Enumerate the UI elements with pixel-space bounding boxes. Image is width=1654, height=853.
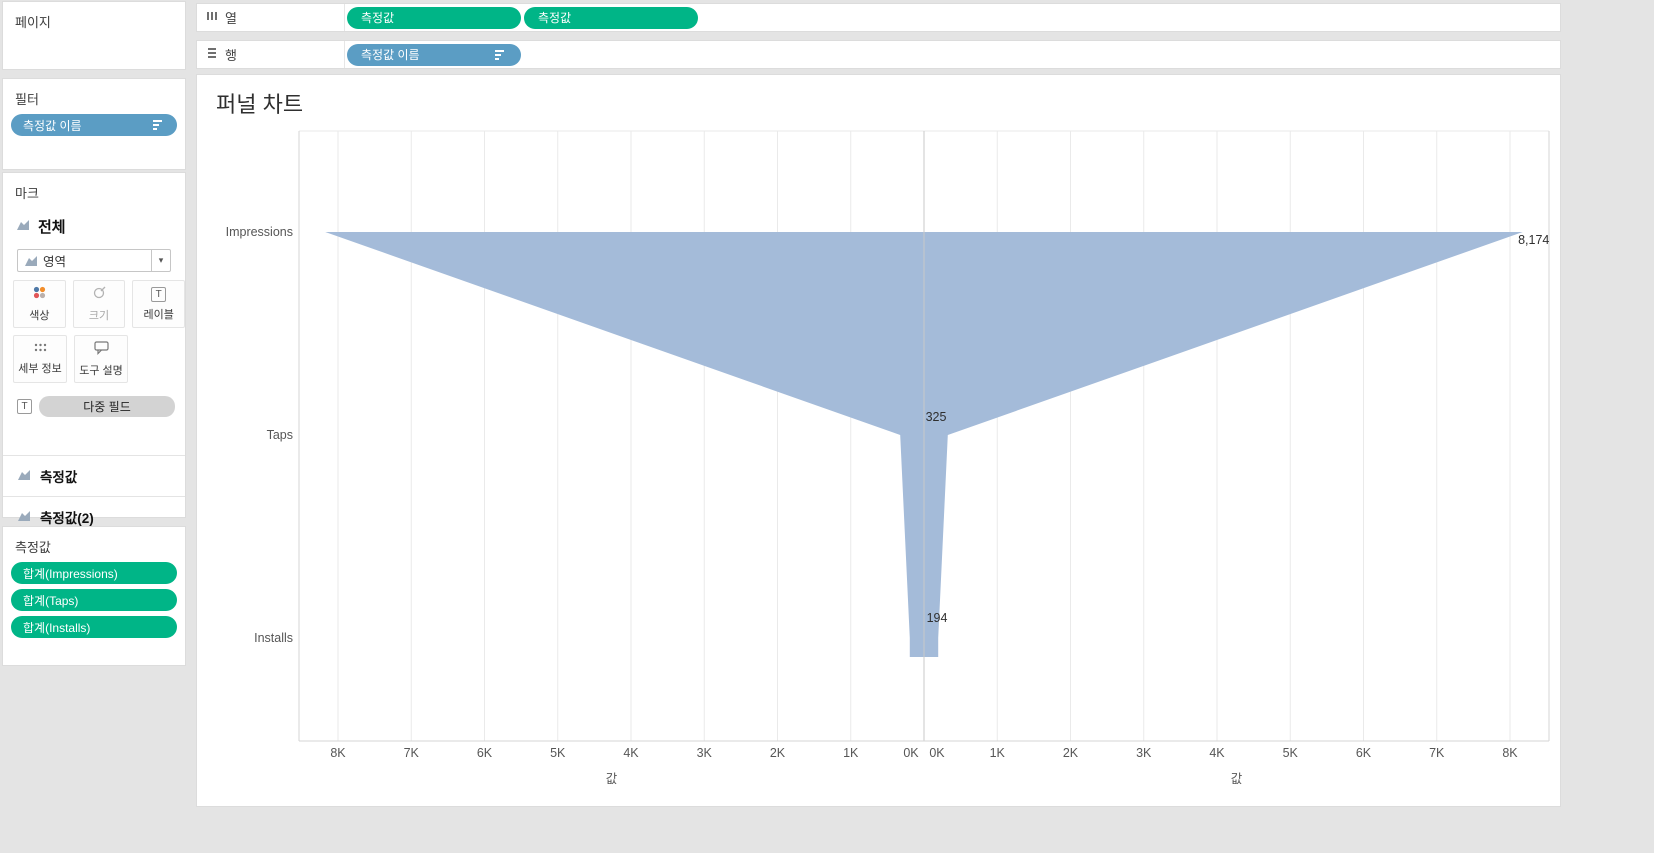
detail-button-label: 세부 정보 [18,363,62,375]
measure-values-panel: 측정값 합계(Impressions) 합계(Taps) 합계(Installs… [2,526,186,666]
x-tick-label: 6K [1356,746,1372,760]
pill-label: 측정값 [538,11,572,25]
color-icon [32,285,47,303]
marks-panel: 마크 전체 영역 ▾ 색상 [2,172,186,526]
color-button[interactable]: 색상 [13,280,66,328]
color-button-label: 색상 [29,310,50,322]
columns-icon [206,10,218,25]
mark-label-taps: 325 [926,410,947,424]
measure-pill-label: 합계(Impressions) [23,566,118,581]
x-axis-title-left: 값 [606,772,618,786]
marks-card-label: 측정값(2) [40,511,94,526]
funnel-area-left[interactable] [325,232,924,657]
rows-icon [206,47,218,62]
mark-label-installs: 194 [927,611,948,625]
y-category-label: Taps [267,428,293,442]
multi-field-pill-label: 다중 필드 [83,400,131,414]
filters-panel[interactable]: 필터 측정값 이름 [2,78,186,170]
x-tick-label: 1K [843,746,859,760]
measure-pill-installs[interactable]: 합계(Installs) [11,616,177,638]
measure-pill-taps[interactable]: 합계(Taps) [11,589,177,611]
x-tick-label: 1K [990,746,1006,760]
filter-pill-measure-names[interactable]: 측정값 이름 [11,114,177,136]
rows-shelf-text: 행 [225,48,237,63]
pill-label: 측정값 [361,11,395,25]
x-tick-label: 2K [770,746,786,760]
marks-card-label: 측정값 [40,470,78,485]
tooltip-button[interactable]: 도구 설명 [74,335,128,383]
marks-card-measure-values[interactable]: 측정값 [3,455,185,496]
funnel-chart: 8K 7K 6K 5K 4K 3K 2K 1K 0K 0K 1K 2K 3K 4K 5K 6K 7K 8K Impr… [226,130,1550,786]
x-tick-label: 7K [1429,746,1445,760]
sort-icon [495,49,507,60]
tooltip-icon [93,340,109,358]
text-icon: T [17,399,32,414]
x-tick-label: 0K [929,746,945,760]
x-tick-label: 3K [1136,746,1152,760]
mark-label-impressions: 8,174 [1518,233,1549,247]
marks-card-all[interactable]: 전체 [3,208,185,247]
area-chart-icon [16,218,30,235]
x-tick-label: 4K [623,746,639,760]
chart-title: 퍼널 차트 [216,92,304,117]
x-axis-title-right: 값 [1231,772,1243,786]
label-shelf-row: T 다중 필드 [17,396,175,417]
x-tick-label: 0K [903,746,919,760]
mark-type-value: 영역 [43,255,67,269]
marks-panel-title: 마크 [15,186,39,201]
rows-shelf[interactable]: 행 측정값 이름 [196,40,1561,69]
pill-label: 측정값 이름 [361,48,420,62]
mark-type-dropdown[interactable]: 영역 ▾ [17,249,171,272]
columns-shelf[interactable]: 열 측정값 측정값 [196,3,1561,32]
label-icon: T [151,286,167,302]
x-tick-label: 3K [697,746,713,760]
filters-panel-title: 필터 [15,92,39,107]
x-tick-label: 7K [404,746,420,760]
measure-pill-label: 합계(Taps) [23,593,79,608]
area-mark-icon [18,255,43,267]
x-tick-label: 6K [477,746,493,760]
columns-pill-measure-values-1[interactable]: 측정값 [347,6,521,29]
rows-shelf-label: 행 [197,41,345,68]
area-chart-icon [17,469,31,484]
size-button-label: 크기 [88,310,110,322]
label-button-label: 레이블 [143,308,174,321]
size-icon [92,285,107,303]
pages-panel[interactable]: 페이지 [2,1,186,70]
rows-pill-measure-names[interactable]: 측정값 이름 [347,43,521,66]
x-tick-label: 5K [550,746,566,760]
x-tick-label: 8K [1502,746,1518,760]
columns-pill-measure-values-2[interactable]: 측정값 [524,6,698,29]
x-tick-label: 8K [330,746,346,760]
measure-pill-impressions[interactable]: 합계(Impressions) [11,562,177,584]
columns-shelf-label: 열 [197,4,345,31]
size-button[interactable]: 크기 [72,280,126,328]
detail-button[interactable]: 세부 정보 [13,335,67,383]
measure-values-title: 측정값 [15,540,51,555]
chevron-down-icon[interactable]: ▾ [151,250,170,271]
marks-card-measure-values-2[interactable]: 측정값(2) [3,496,185,537]
detail-icon [33,342,48,356]
label-button[interactable]: T 레이블 [132,280,186,328]
x-tick-label: 2K [1063,746,1079,760]
y-category-label: Installs [254,631,293,645]
multi-field-pill[interactable]: 다중 필드 [39,396,175,417]
y-category-label: Impressions [226,225,293,239]
pages-panel-title: 페이지 [15,15,51,30]
sort-icon [153,120,165,130]
columns-shelf-text: 열 [225,11,237,26]
area-chart-icon [17,510,31,525]
x-tick-label: 4K [1209,746,1225,760]
tooltip-button-label: 도구 설명 [79,364,123,377]
marks-all-label: 전체 [38,219,66,236]
measure-pill-label: 합계(Installs) [23,620,91,635]
funnel-area-right[interactable] [924,232,1523,657]
filter-pill-label: 측정값 이름 [23,118,82,133]
worksheet-view: 퍼널 차트 8K 7K 6K 5K 4K 3K 2K 1K 0K 0K 1K 2K 3K 4K 5K 6K 7K… [196,74,1561,807]
x-tick-label: 5K [1283,746,1299,760]
